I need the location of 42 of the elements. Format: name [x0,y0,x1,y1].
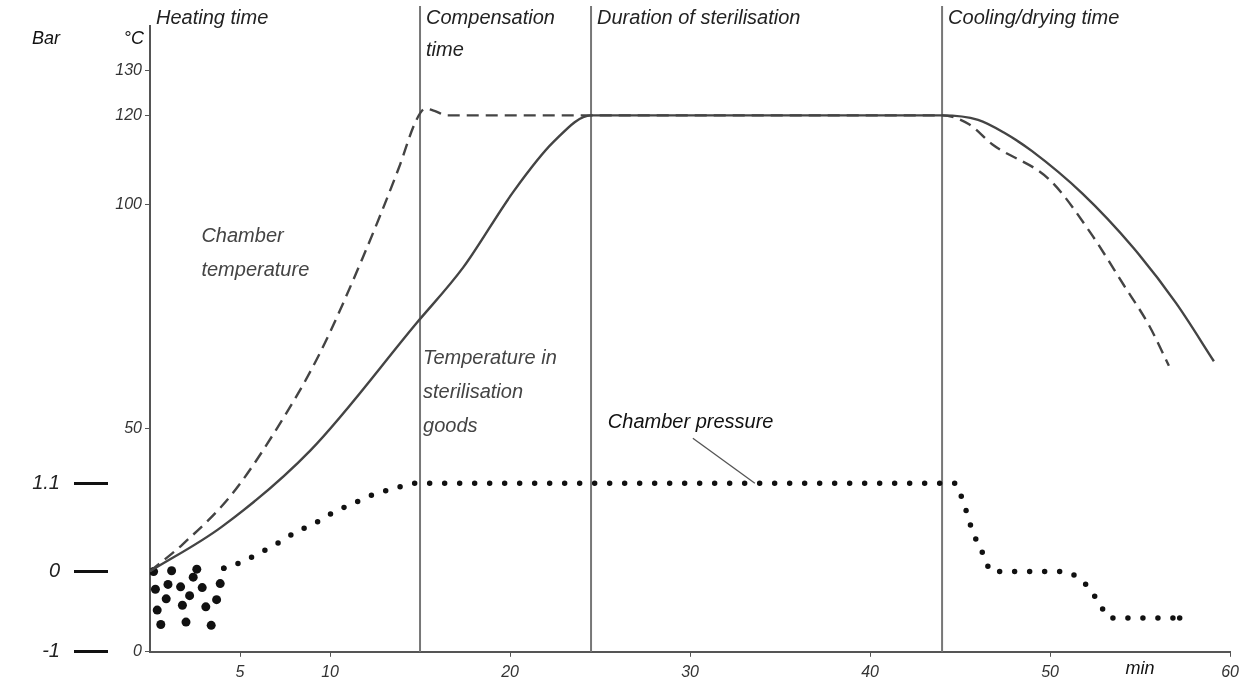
point [201,602,211,612]
point [185,591,195,601]
y2-tick-label: 1.1 [32,470,60,493]
x-tick-label: 50 [1041,662,1060,680]
point [152,605,162,615]
y2-tick-label: -1 [42,639,60,662]
x-tick-label: 40 [861,662,880,680]
y-tick-label: 130 [115,61,143,79]
point [167,566,177,576]
annotation: Compensation time [426,6,555,60]
text: Chamber pressure [607,410,774,433]
text: Chamber temperature [201,224,310,281]
y-tick-label: 120 [115,105,143,123]
x-tick-label: 30 [681,662,700,680]
y-axis-title: °C [123,28,145,48]
annotation: Heating time [156,6,269,28]
y-tick-label: 0 [133,642,143,660]
y-tick-label: 50 [124,418,143,436]
point [206,620,216,630]
point [150,584,160,594]
y2-axis-title: Bar [32,28,62,48]
point [212,595,222,605]
point [181,617,191,627]
point [176,582,186,592]
point [161,594,171,604]
point [192,564,202,574]
x-tick-label: 20 [500,662,520,680]
point [163,579,173,589]
x-tick-label: 10 [321,662,340,680]
annotation: Cooling/drying time [948,6,1120,28]
annotation: Duration of sterilisation [597,6,801,28]
point [177,600,187,610]
point [197,583,207,593]
y-tick-label: 100 [115,195,143,213]
x-axis-title: min [1125,657,1155,678]
x-tick-label: 5 [235,662,245,680]
y2-tick-label: 0 [48,559,60,582]
point [188,572,198,582]
series-label: Temperature in sterilisation goods [423,345,557,436]
point [156,620,166,630]
point [215,579,225,589]
x-tick-label: 60 [1221,662,1240,680]
